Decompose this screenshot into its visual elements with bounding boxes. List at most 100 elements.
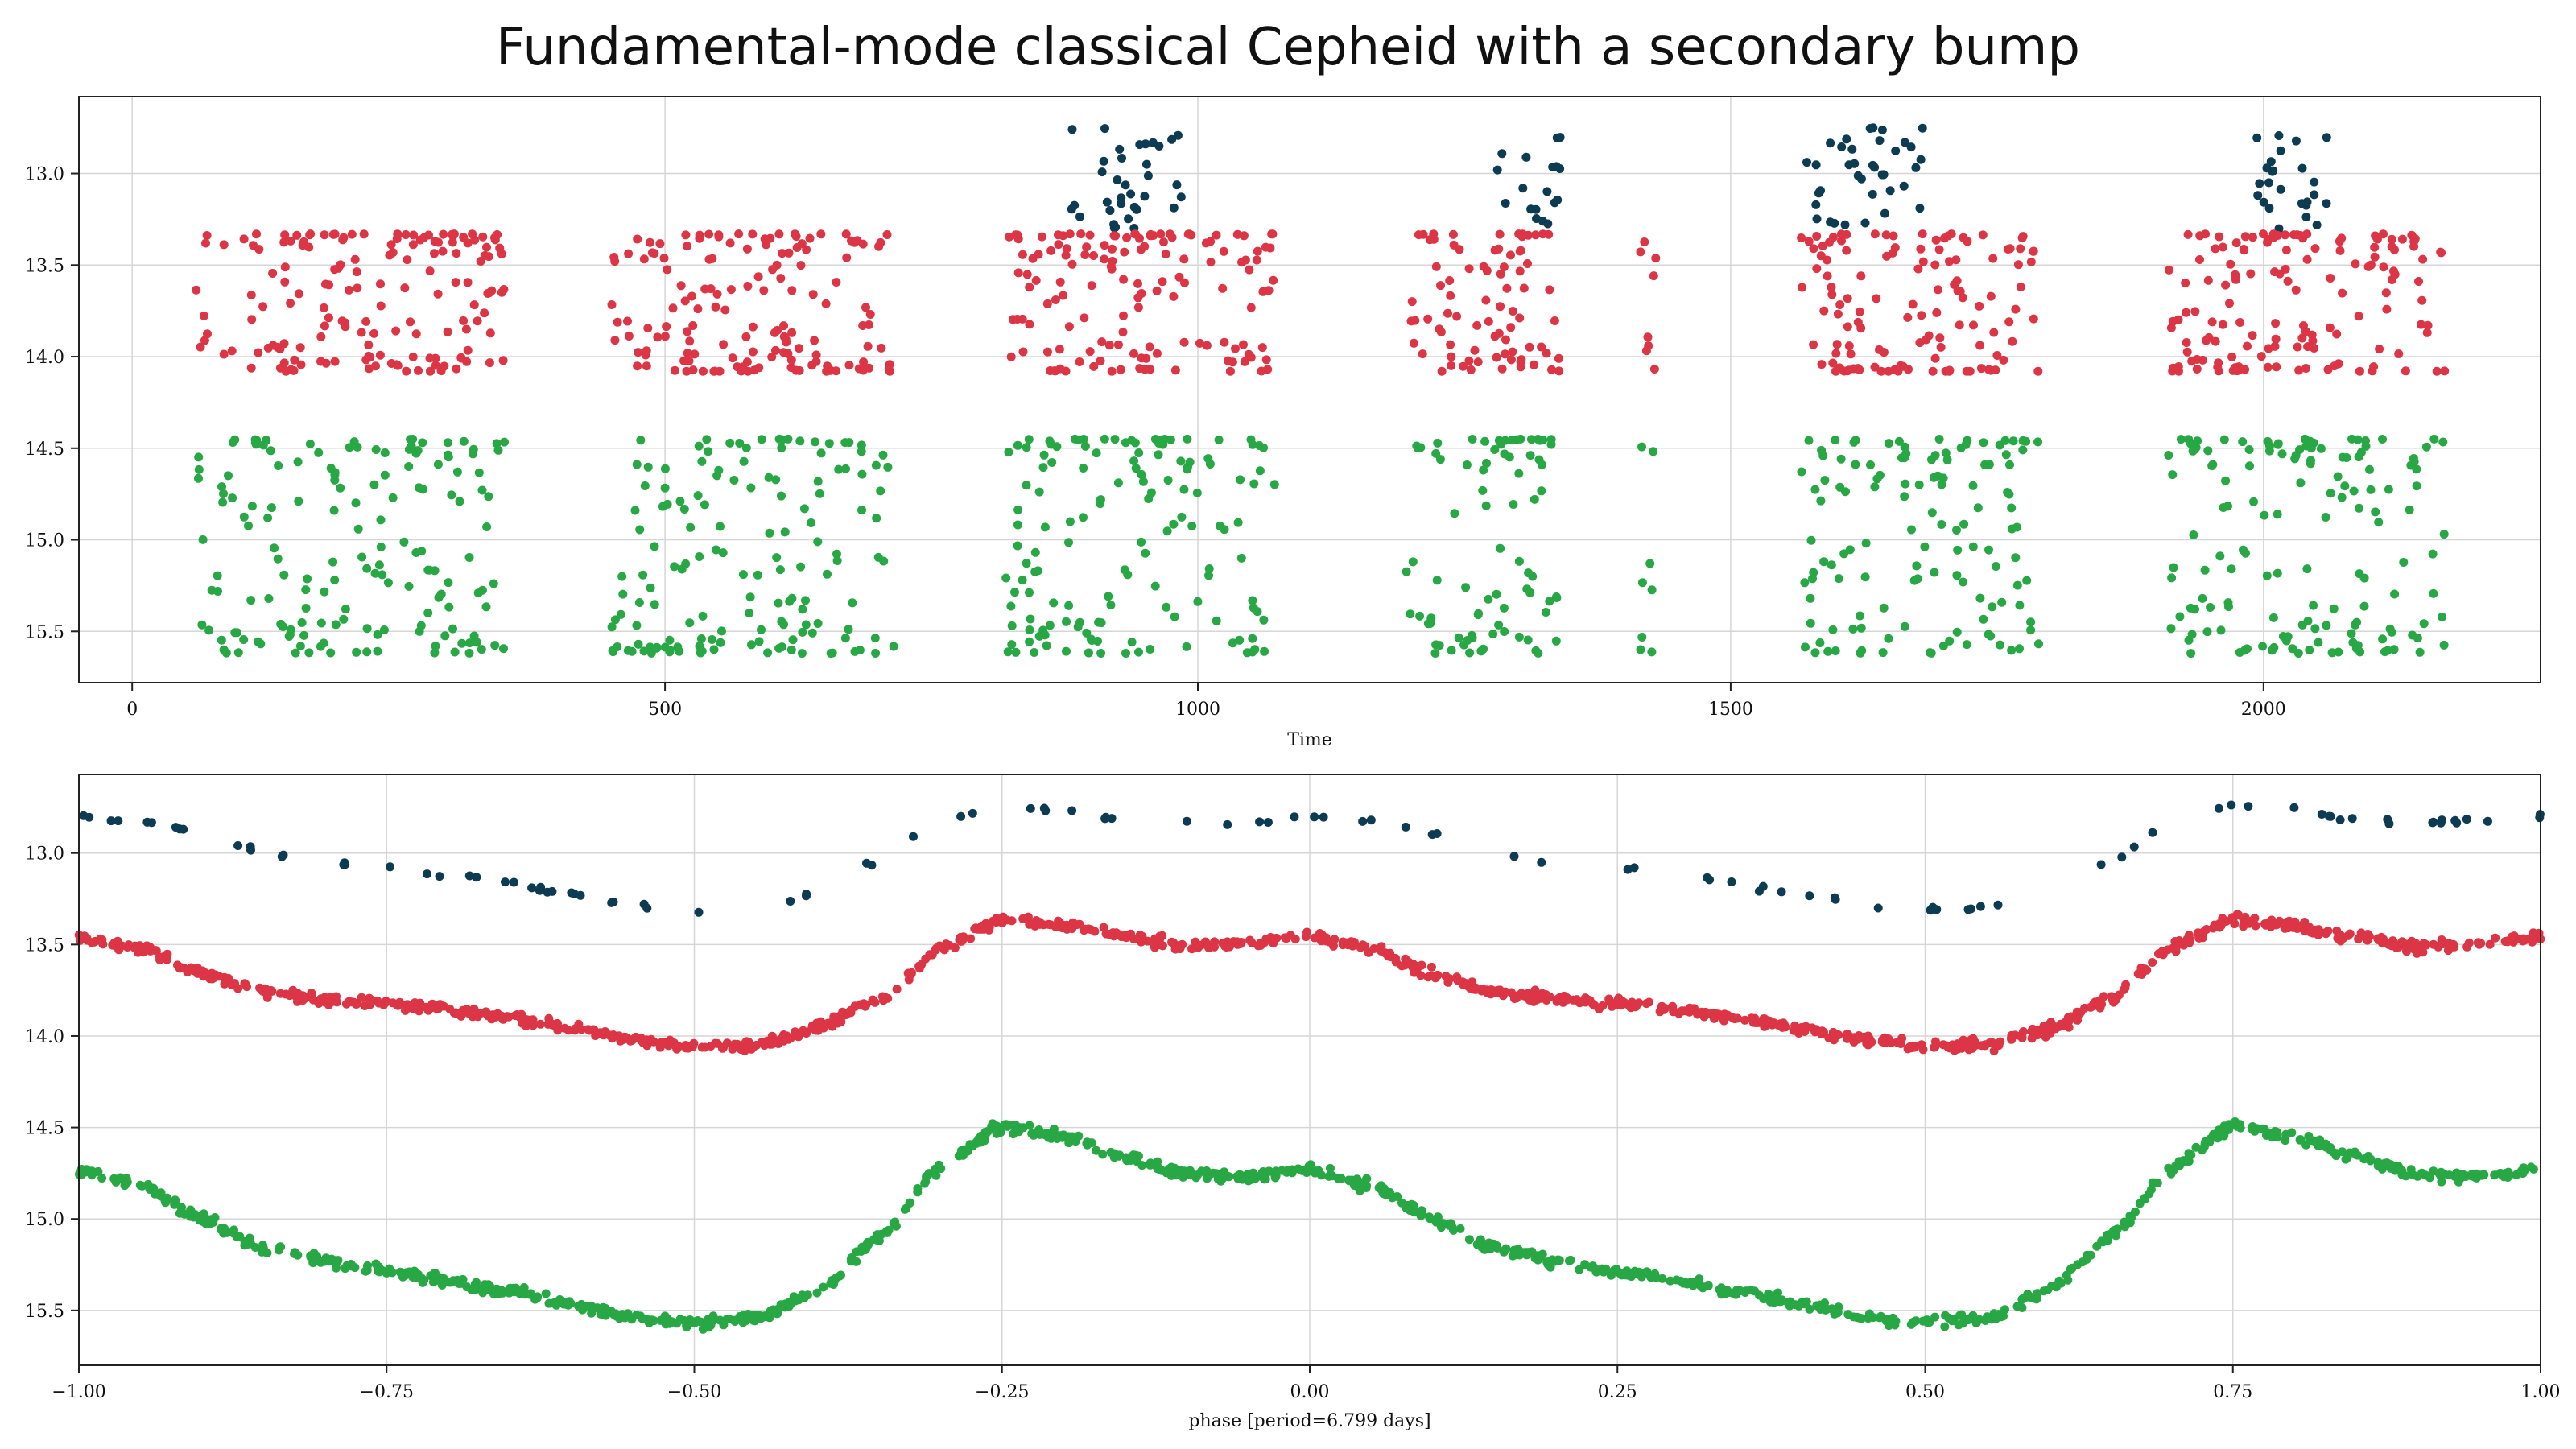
phase-point bbox=[786, 897, 795, 906]
time-point bbox=[2216, 625, 2226, 635]
time-point bbox=[677, 564, 687, 574]
time-point bbox=[219, 349, 229, 359]
time-point bbox=[1492, 589, 1501, 599]
phase-point bbox=[2477, 1170, 2487, 1180]
phase-point bbox=[521, 1290, 530, 1299]
phase-point bbox=[1773, 1020, 1783, 1030]
time-point bbox=[1914, 480, 1924, 489]
time-point bbox=[2365, 464, 2374, 474]
time-point bbox=[778, 249, 787, 258]
time-point bbox=[1826, 138, 1835, 148]
time-point bbox=[1269, 275, 1278, 285]
time-point bbox=[2029, 314, 2038, 324]
time-point bbox=[469, 300, 479, 310]
phase-point bbox=[541, 1289, 551, 1298]
phase-point bbox=[257, 1247, 266, 1257]
time-point bbox=[607, 300, 617, 309]
phase-point bbox=[1688, 1281, 1698, 1290]
time-point bbox=[480, 308, 489, 318]
time-point bbox=[264, 594, 274, 603]
time-point bbox=[2429, 434, 2439, 444]
time-point bbox=[1878, 648, 1888, 658]
time-point bbox=[2322, 133, 2331, 142]
phase-point bbox=[400, 1269, 410, 1279]
time-point bbox=[274, 461, 283, 470]
time-point bbox=[1204, 564, 1214, 573]
time-point bbox=[708, 254, 717, 263]
time-point bbox=[2387, 627, 2396, 637]
time-point bbox=[1097, 167, 1107, 177]
time-point bbox=[1447, 361, 1456, 370]
phase-point bbox=[464, 1009, 473, 1018]
time-point bbox=[1013, 541, 1022, 551]
time-point bbox=[433, 460, 443, 469]
phase-point bbox=[87, 938, 97, 947]
time-point bbox=[2380, 647, 2389, 657]
phase-point bbox=[1426, 1214, 1435, 1224]
time-point bbox=[1894, 436, 1904, 446]
time-point bbox=[1918, 123, 1927, 133]
time-point bbox=[194, 473, 203, 483]
time-point bbox=[2001, 450, 2011, 460]
time-point bbox=[700, 500, 709, 510]
phase-point bbox=[1302, 1168, 1311, 1177]
time-point bbox=[2293, 342, 2302, 352]
time-point bbox=[1827, 283, 1836, 292]
time-point bbox=[2296, 230, 2305, 240]
phase-point bbox=[2363, 930, 2372, 939]
time-point bbox=[1991, 562, 2000, 571]
time-point bbox=[697, 646, 707, 656]
time-point bbox=[1499, 603, 1509, 613]
time-point bbox=[1119, 275, 1129, 284]
phase-point bbox=[2269, 919, 2279, 929]
phase-point bbox=[2019, 1027, 2028, 1036]
time-point bbox=[1935, 333, 1945, 343]
time-point bbox=[1877, 126, 1887, 134]
phase-point bbox=[1407, 1199, 1416, 1209]
time-point bbox=[1124, 214, 1133, 224]
time-point bbox=[685, 618, 695, 628]
time-point bbox=[1231, 344, 1240, 353]
time-point bbox=[1538, 436, 1548, 444]
time-point bbox=[450, 647, 460, 657]
time-point bbox=[1797, 233, 1806, 242]
time-panel-grid bbox=[79, 97, 2541, 683]
time-point bbox=[1912, 561, 1922, 571]
time-point bbox=[374, 560, 384, 570]
time-point bbox=[301, 604, 311, 613]
time-point bbox=[1546, 435, 1556, 444]
time-point bbox=[2349, 486, 2359, 496]
time-point bbox=[1038, 463, 1048, 473]
time-point bbox=[1446, 340, 1455, 349]
time-point bbox=[663, 265, 672, 275]
time-point bbox=[2421, 442, 2431, 452]
phase-point bbox=[436, 1000, 445, 1009]
time-point bbox=[1146, 229, 1155, 239]
time-point bbox=[2164, 451, 2174, 460]
time-point bbox=[1542, 349, 1551, 358]
time-point bbox=[1110, 435, 1120, 444]
time-point bbox=[345, 285, 353, 295]
time-point bbox=[1406, 609, 1415, 619]
time-point bbox=[1812, 232, 1822, 241]
phase-point bbox=[2211, 922, 2220, 931]
time-point bbox=[1045, 436, 1055, 446]
time-point bbox=[668, 303, 678, 313]
time-point bbox=[1133, 303, 1143, 312]
time-point bbox=[771, 345, 780, 355]
time-point bbox=[292, 230, 302, 240]
time-point bbox=[2354, 312, 2363, 321]
time-point bbox=[2005, 460, 2014, 469]
time-point bbox=[646, 583, 655, 592]
time-point bbox=[2382, 304, 2392, 314]
phase-point bbox=[2412, 948, 2421, 958]
time-point bbox=[1507, 436, 1517, 445]
time-point bbox=[2384, 485, 2393, 494]
phase-point bbox=[1940, 1322, 1950, 1331]
time-point bbox=[2011, 553, 2021, 563]
phase-point bbox=[1991, 1312, 2000, 1322]
time-point bbox=[2429, 588, 2438, 598]
time-point bbox=[2438, 612, 2447, 621]
phase-point bbox=[2175, 1161, 2185, 1170]
time-point bbox=[426, 366, 435, 376]
